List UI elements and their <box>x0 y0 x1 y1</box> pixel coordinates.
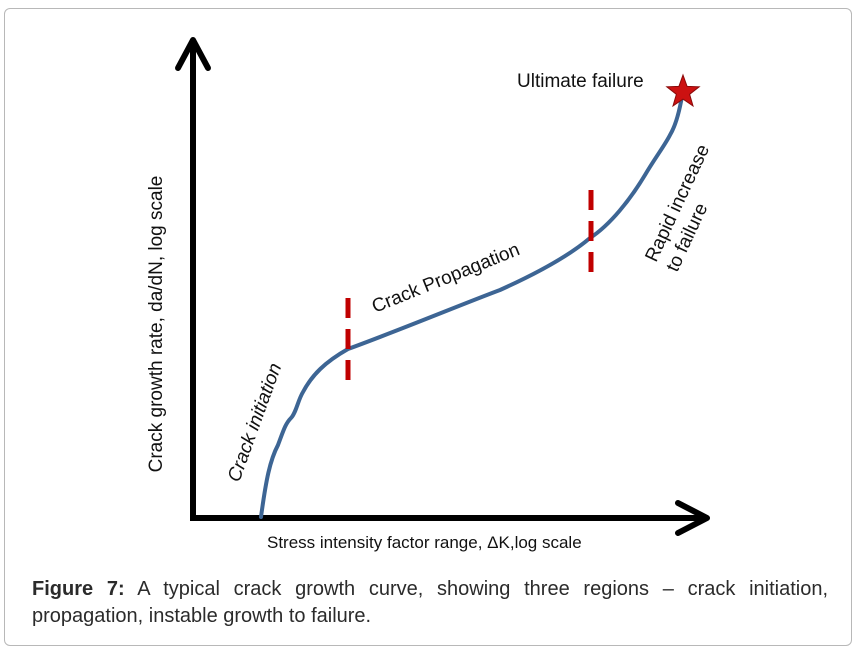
crack-propagation-label: Crack Propagation <box>369 239 523 317</box>
x-axis-arrowhead <box>675 500 710 536</box>
crack-initiation-label: Crack initiation <box>224 360 286 484</box>
figure-caption: Figure 7: A typical crack growth curve, … <box>32 576 828 630</box>
star-icon <box>665 73 701 108</box>
crack-growth-curve <box>259 88 685 519</box>
figure-frame <box>4 8 852 646</box>
ultimate-failure-label: Ultimate failure <box>517 71 644 92</box>
y-axis-arrowhead <box>175 37 211 71</box>
x-axis-label: Stress intensity factor range, ΔK,log sc… <box>267 533 582 552</box>
y-axis-label: Crack growth rate, da/dN, log scale <box>146 176 167 473</box>
caption-text: A typical crack growth curve, showing th… <box>32 578 829 627</box>
caption-label: Figure 7: <box>32 578 125 600</box>
